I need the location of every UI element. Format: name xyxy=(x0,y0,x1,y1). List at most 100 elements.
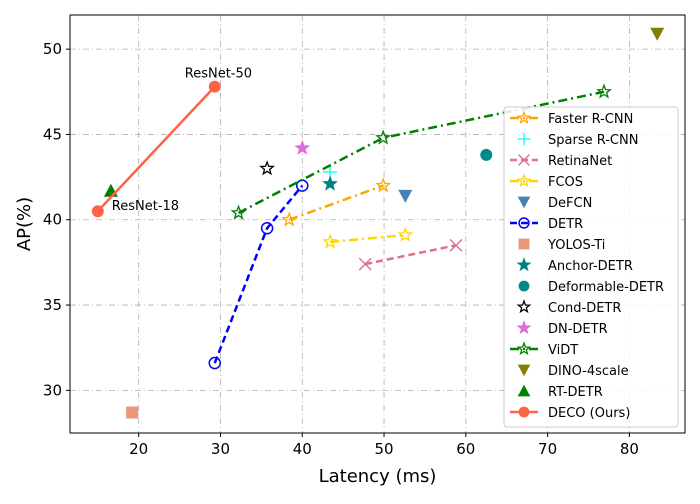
data-point xyxy=(208,356,222,370)
series-anchor-detr xyxy=(322,175,338,191)
data-point xyxy=(596,83,612,99)
legend-label: DN-DETR xyxy=(548,322,608,337)
legend-item: Anchor-DETR xyxy=(516,257,633,274)
series-fcos xyxy=(322,226,414,249)
x-tick-label: 40 xyxy=(293,440,312,458)
data-point xyxy=(322,175,338,191)
data-point xyxy=(294,139,311,155)
legend-item: DECO (Ours) xyxy=(510,406,630,421)
legend-label: Deformable-DETR xyxy=(548,280,664,295)
legend-item: Deformable-DETR xyxy=(518,280,664,295)
x-axis-label: Latency (ms) xyxy=(319,466,437,487)
data-point xyxy=(375,129,392,145)
legend-marker xyxy=(517,384,531,397)
data-point xyxy=(322,233,338,249)
legend-item: DINO-4scale xyxy=(517,364,629,379)
series-defcn xyxy=(398,189,413,203)
data-point xyxy=(398,189,413,203)
legend-label: Anchor-DETR xyxy=(548,259,633,274)
legend-item: Faster R-CNN xyxy=(510,110,633,127)
legend-box xyxy=(503,106,679,428)
x-tick-label: 60 xyxy=(456,440,475,458)
x-tick-label: 50 xyxy=(374,440,393,458)
data-point xyxy=(650,27,665,41)
series-dn-detr xyxy=(294,139,311,155)
legend-item: Cond-DETR xyxy=(516,299,621,316)
annotation-resnet-50: ResNet-50 xyxy=(185,67,252,82)
legend-marker xyxy=(518,238,530,250)
legend-item: DN-DETR xyxy=(516,320,608,337)
series-yolos-ti xyxy=(126,406,139,419)
series-dino-4scale xyxy=(650,27,665,41)
series-line xyxy=(213,184,304,364)
data-point xyxy=(230,204,247,220)
legend-marker xyxy=(518,154,530,166)
series-line xyxy=(329,233,406,244)
y-tick-label: 40 xyxy=(43,211,62,229)
legend-marker xyxy=(516,341,532,356)
legend: Faster R-CNN Sparse R-CNN RetinaNet FCOS DeF… xyxy=(503,106,679,428)
legend-item: ViDT xyxy=(510,341,578,358)
y-axis-label: AP(%) xyxy=(14,197,35,251)
legend-marker xyxy=(517,364,531,377)
legend-marker xyxy=(517,132,531,146)
data-point xyxy=(358,257,372,271)
legend-item: DeFCN xyxy=(517,196,592,211)
legend-label: DETR xyxy=(548,217,583,232)
annotation-resnet-18: ResNet-18 xyxy=(112,199,179,214)
series-deco-ours- xyxy=(91,80,221,218)
legend-label: DINO-4scale xyxy=(548,364,629,379)
legend-label: DeFCN xyxy=(548,196,592,211)
legend-marker xyxy=(518,406,530,418)
legend-marker xyxy=(518,217,530,229)
legend-label: RT-DETR xyxy=(548,385,603,400)
data-point xyxy=(397,226,414,242)
data-point xyxy=(126,406,139,419)
legend-item: Sparse R-CNN xyxy=(517,132,638,148)
data-point xyxy=(259,160,276,176)
y-tick-label: 30 xyxy=(43,381,62,399)
data-point xyxy=(375,177,392,193)
legend-marker xyxy=(516,173,532,188)
series-deformable-detr xyxy=(480,148,493,161)
plot-frame xyxy=(69,14,686,434)
legend-label: Cond-DETR xyxy=(548,301,621,316)
x-tick-label: 80 xyxy=(620,440,639,458)
legend-label: DECO (Ours) xyxy=(548,406,630,421)
legend-marker xyxy=(516,257,532,272)
series-line xyxy=(288,184,384,221)
legend-label: FCOS xyxy=(548,175,583,190)
legend-item: DETR xyxy=(510,217,583,232)
data-point xyxy=(480,148,493,161)
data-point xyxy=(260,222,274,235)
series-line xyxy=(96,85,216,213)
y-tick-label: 50 xyxy=(43,40,62,58)
series-faster-r-cnn xyxy=(281,177,392,227)
y-tick-label: 35 xyxy=(43,296,62,314)
series-retinanet xyxy=(358,238,463,271)
legend-label: RetinaNet xyxy=(548,154,612,169)
series-cond-detr xyxy=(259,160,276,176)
x-tick-label: 30 xyxy=(211,440,230,458)
legend-marker xyxy=(516,299,532,314)
legend-item: FCOS xyxy=(510,173,583,190)
data-point xyxy=(91,205,104,218)
series-vidt xyxy=(230,83,612,220)
x-tick-label: 20 xyxy=(129,440,148,458)
data-point xyxy=(281,211,298,227)
series-line xyxy=(364,244,457,266)
legend-item: RetinaNet xyxy=(510,154,612,169)
legend-label: Faster R-CNN xyxy=(548,112,633,127)
legend-label: YOLOS-Ti xyxy=(547,238,605,253)
legend-label: Sparse R-CNN xyxy=(548,133,638,148)
x-tick-label: 70 xyxy=(538,440,557,458)
legend-marker xyxy=(516,110,532,125)
legend-marker xyxy=(517,196,531,209)
legend-label: ViDT xyxy=(548,343,578,358)
data-point xyxy=(208,80,221,93)
series-detr xyxy=(208,179,309,370)
legend-item: RT-DETR xyxy=(517,384,603,400)
legend-marker xyxy=(516,320,532,335)
